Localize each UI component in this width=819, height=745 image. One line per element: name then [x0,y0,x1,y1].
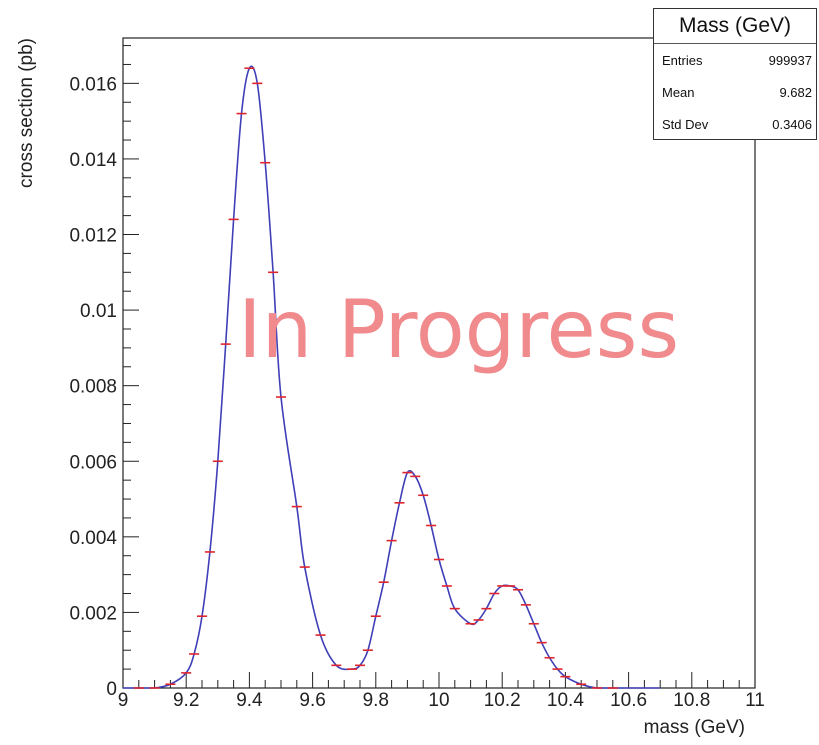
x-tick-label: 10.4 [547,690,584,711]
in-progress-watermark: In Progress [238,283,680,376]
x-tick-label: 9.8 [363,690,389,711]
fit-curve-path [122,65,661,689]
stats-title: Mass (GeV) [654,9,816,44]
stats-box: Mass (GeV) Entries 999937 Mean 9.682 Std… [653,8,817,140]
y-tick-label: 0 [106,679,117,700]
stats-row-entries: Entries 999937 [654,44,816,76]
y-axis-title: cross section (pb) [16,38,37,188]
x-tick-label: 10 [428,690,449,711]
fit-curve [122,65,661,689]
stats-value: 0.3406 [772,116,812,132]
x-tick-label: 9.6 [299,690,325,711]
stats-label: Mean [662,84,695,100]
x-tick-label: 10.2 [484,690,521,711]
y-axis: 0 0.002 0.004 0.006 0.008 0.01 0.012 0.014 0.016 [69,45,139,700]
stats-value: 999937 [768,52,812,68]
x-tick-label: 9.2 [173,690,199,711]
y-tick-label: 0.014 [69,150,117,171]
x-tick-label: 9 [118,690,129,711]
y-tick-label: 0.01 [80,301,117,322]
data-markers [133,67,618,689]
stats-row-mean: Mean 9.682 [654,76,816,108]
x-axis: 9 9.2 9.4 9.6 9.8 10 10.2 10.4 10.6 10.8 11 [118,672,765,711]
y-tick-label: 0.002 [69,603,117,624]
x-tick-label: 9.4 [236,690,263,711]
stats-row-stddev: Std Dev 0.3406 [654,108,816,140]
stats-value: 9.682 [779,84,812,100]
stats-label: Entries [662,52,703,68]
y-tick-label: 0.008 [69,377,117,398]
y-tick-label: 0.016 [69,74,117,95]
x-axis-title: mass (GeV) [644,717,745,738]
stats-label: Std Dev [662,116,709,132]
x-tick-label: 10.6 [610,690,647,711]
y-tick-label: 0.012 [69,226,117,247]
x-tick-label: 10.8 [673,690,710,711]
y-tick-label: 0.004 [69,528,117,549]
y-tick-label: 0.006 [69,452,117,473]
x-tick-label: 11 [745,690,765,711]
